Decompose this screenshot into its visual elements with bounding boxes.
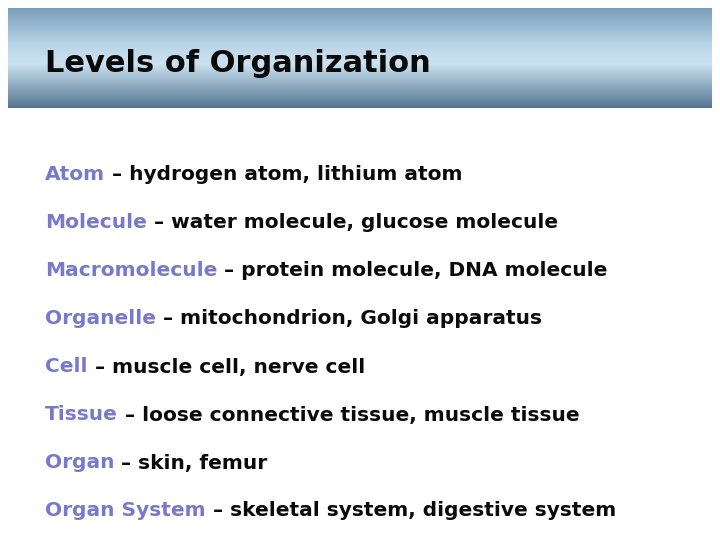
Text: Levels of Organization: Levels of Organization: [45, 49, 431, 78]
Text: – hydrogen atom, lithium atom: – hydrogen atom, lithium atom: [105, 165, 463, 185]
Text: Organ System: Organ System: [45, 502, 206, 521]
Text: – protein molecule, DNA molecule: – protein molecule, DNA molecule: [217, 261, 608, 280]
Text: Molecule: Molecule: [45, 213, 147, 233]
Text: Cell: Cell: [45, 357, 88, 376]
Text: Macromolecule: Macromolecule: [45, 261, 217, 280]
Text: – skin, femur: – skin, femur: [114, 454, 268, 472]
Text: – loose connective tissue, muscle tissue: – loose connective tissue, muscle tissue: [118, 406, 580, 424]
Text: Organelle: Organelle: [45, 309, 156, 328]
Text: – skeletal system, digestive system: – skeletal system, digestive system: [206, 502, 616, 521]
Text: Atom: Atom: [45, 165, 105, 185]
Text: Tissue: Tissue: [45, 406, 118, 424]
Text: Organ: Organ: [45, 454, 114, 472]
Text: – mitochondrion, Golgi apparatus: – mitochondrion, Golgi apparatus: [156, 309, 542, 328]
Text: – muscle cell, nerve cell: – muscle cell, nerve cell: [88, 357, 365, 376]
Text: – water molecule, glucose molecule: – water molecule, glucose molecule: [147, 213, 558, 233]
